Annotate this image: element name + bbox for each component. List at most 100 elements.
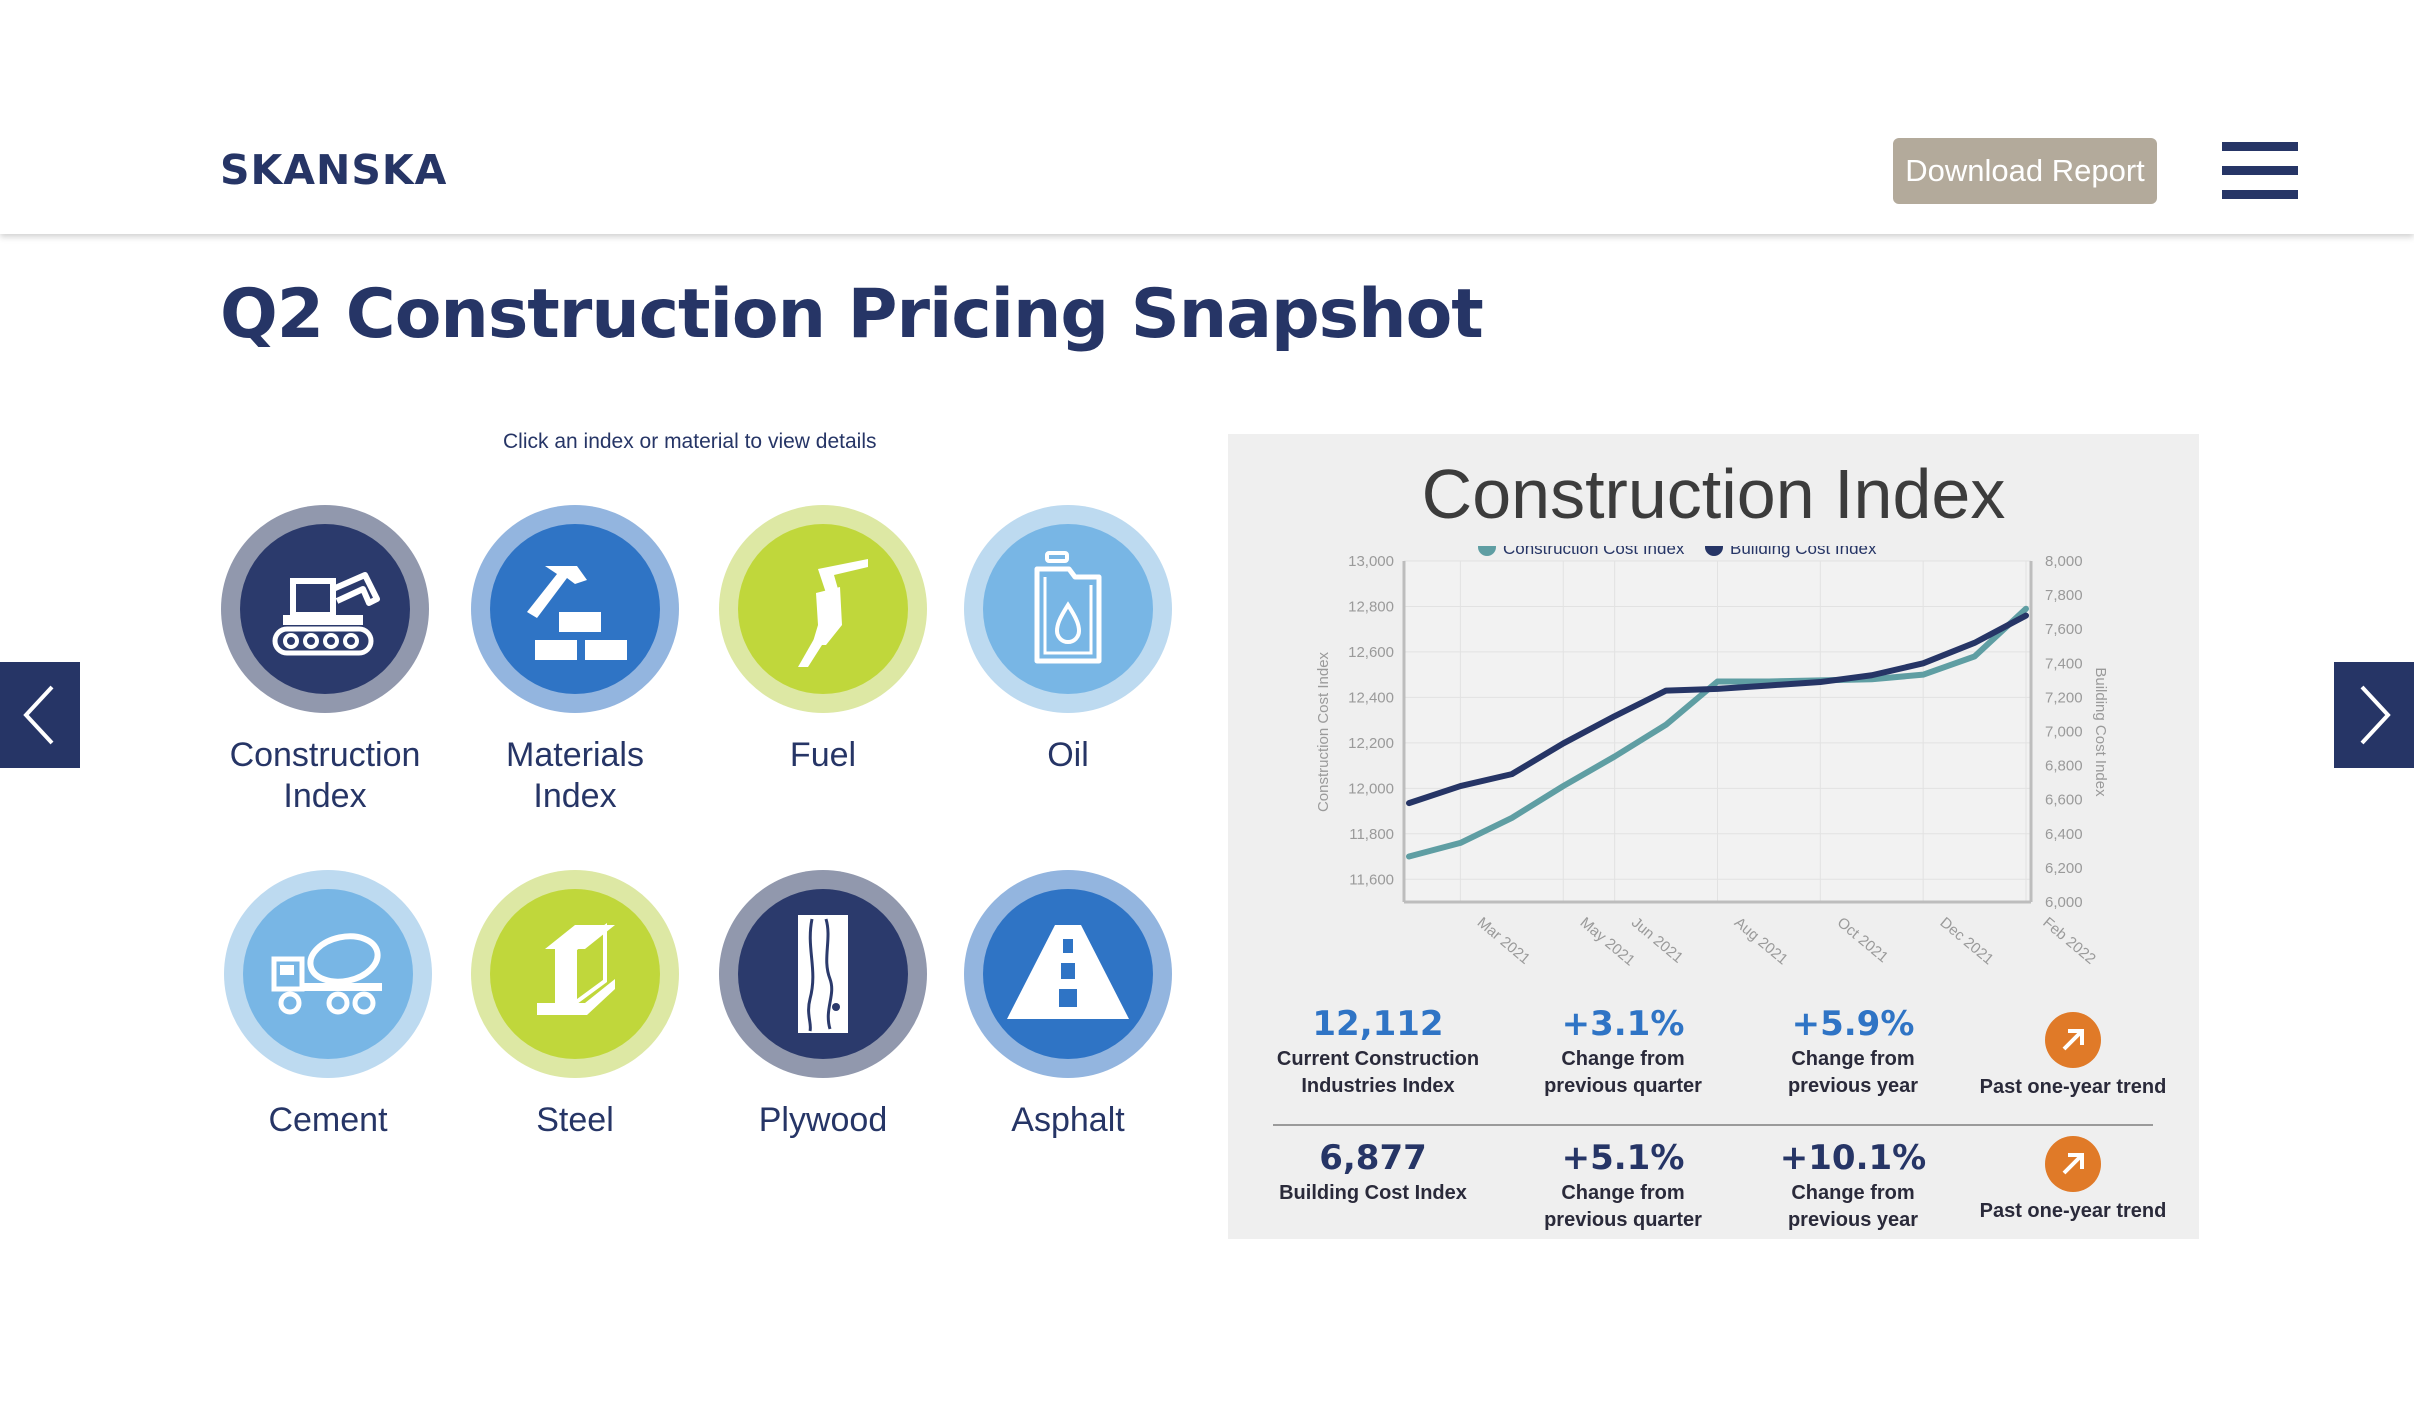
download-report-button[interactable]: Download Report — [1893, 138, 2157, 204]
next-arrow-button[interactable] — [2334, 662, 2414, 768]
stat-quarter-change: +5.1% Change from previous quarter — [1523, 1138, 1723, 1234]
tile-circle — [719, 870, 927, 1078]
tile-plywood[interactable]: Plywood — [703, 870, 943, 1141]
y-tick-label-right: 6,000 — [2045, 894, 2083, 911]
menu-bar — [2222, 166, 2298, 175]
y-tick-label-left: 11,600 — [1349, 871, 1394, 888]
plywood-icon — [738, 889, 908, 1059]
stat-value: +10.1% — [1779, 1138, 1927, 1178]
stat-building-index: 6,877 Building Cost Index — [1273, 1138, 1473, 1207]
y-tick-label-right: 6,600 — [2045, 792, 2083, 809]
y-tick-label-right: 8,000 — [2045, 553, 2083, 570]
tile-label: Steel — [536, 1101, 614, 1139]
top-header: SKANSKA Download Report — [0, 0, 2414, 234]
page-title: Q2 Construction Pricing Snapshot — [220, 275, 1484, 354]
stat-label: Change from — [1561, 1048, 1685, 1070]
legend-label: Building Cost Index — [1730, 546, 1877, 558]
tile-circle — [719, 505, 927, 713]
tile-asphalt[interactable]: Asphalt — [948, 870, 1188, 1141]
y-tick-label-right: 7,400 — [2045, 655, 2083, 672]
tile-label: Fuel — [789, 736, 857, 774]
stat-year-change: +10.1% Change from previous year — [1753, 1138, 1953, 1234]
tile-circle — [964, 870, 1172, 1078]
tile-circle — [224, 870, 432, 1078]
y-tick-label-left: 12,200 — [1348, 735, 1394, 752]
menu-bar — [2222, 142, 2298, 151]
stat-label: Change from — [1561, 1182, 1685, 1204]
y-tick-label-left: 12,000 — [1348, 780, 1394, 797]
x-tick-label: Feb 2022 — [2039, 914, 2098, 968]
stats-row-building: 6,877 Building Cost Index +5.1% Change f… — [1273, 1126, 2166, 1248]
tile-circle — [471, 505, 679, 713]
tile-construction-index[interactable]: Construction Index — [205, 505, 445, 817]
tile-steel[interactable]: Steel — [455, 870, 695, 1141]
tile-cement[interactable]: Cement — [208, 870, 448, 1141]
y-tick-label-right: 6,800 — [2045, 758, 2083, 775]
y-tick-label-left: 11,800 — [1349, 826, 1394, 843]
skanska-logo[interactable]: SKANSKA — [220, 146, 448, 194]
steel-beam-icon — [490, 889, 660, 1059]
excavator-icon — [240, 524, 410, 694]
legend-marker — [1478, 546, 1496, 556]
trend-up-arrow-icon[interactable] — [2045, 1012, 2101, 1068]
legend-marker — [1705, 546, 1723, 556]
stat-current-index: 12,112 Current Construction Industries I… — [1273, 1004, 1483, 1100]
oil-canister-icon — [983, 524, 1153, 694]
y-tick-label-left: 13,000 — [1348, 553, 1394, 570]
chevron-left-icon — [23, 685, 54, 745]
tile-label: Construction Index — [229, 736, 421, 815]
stat-value: 6,877 — [1319, 1138, 1427, 1178]
stat-trend[interactable]: Past one-year trend — [1973, 1012, 2173, 1101]
stat-label: Past one-year trend — [1979, 1076, 2167, 1098]
stat-label: Change from — [1791, 1048, 1915, 1070]
tile-fuel[interactable]: Fuel — [703, 505, 943, 776]
x-tick-label: Dec 2021 — [1937, 914, 1997, 968]
hamburger-menu-icon[interactable] — [2222, 142, 2298, 200]
tile-materials-index[interactable]: Materials Index — [455, 505, 695, 817]
x-tick-label: Jun 2021 — [1628, 914, 1686, 967]
stat-label: Past one-year trend — [1979, 1200, 2167, 1222]
tile-label: Materials Index — [506, 736, 644, 815]
stats-table: 12,112 Current Construction Industries I… — [1273, 1004, 2166, 1248]
legend-label: Construction Cost Index — [1503, 546, 1685, 558]
stat-value: +5.9% — [1791, 1004, 1915, 1044]
stat-value: +5.1% — [1561, 1138, 1685, 1178]
series-line — [1406, 605, 2029, 860]
x-tick-label: Aug 2021 — [1731, 914, 1791, 968]
x-tick-label: Oct 2021 — [1834, 914, 1892, 966]
road-icon — [983, 889, 1153, 1059]
stat-label: previous year — [1787, 1209, 1919, 1231]
stat-label: Current Construction — [1276, 1048, 1480, 1070]
y-tick-label-left: 12,800 — [1348, 598, 1394, 615]
series-line — [1406, 612, 2029, 807]
instruction-text: Click an index or material to view detai… — [503, 430, 877, 453]
x-tick-label: May 2021 — [1577, 914, 1638, 969]
stat-value: 12,112 — [1312, 1004, 1444, 1044]
stat-label: previous year — [1787, 1075, 1919, 1097]
stat-label: Industries Index — [1301, 1075, 1455, 1097]
stats-row-construction: 12,112 Current Construction Industries I… — [1273, 1004, 2166, 1126]
stat-label: Change from — [1791, 1182, 1915, 1204]
stat-quarter-change: +3.1% Change from previous quarter — [1523, 1004, 1723, 1100]
trend-up-arrow-icon[interactable] — [2045, 1136, 2101, 1192]
x-tick-label: Mar 2021 — [1474, 914, 1533, 968]
y-tick-label-left: 12,600 — [1348, 644, 1394, 661]
chevron-right-icon — [2360, 685, 2391, 745]
tile-circle — [964, 505, 1172, 713]
panel-title: Construction Index — [1421, 455, 2006, 533]
stat-year-change: +5.9% Change from previous year — [1753, 1004, 1953, 1100]
y-tick-label-right: 6,200 — [2045, 860, 2083, 877]
y-tick-label-right: 7,200 — [2045, 689, 2083, 706]
tile-oil[interactable]: Oil — [948, 505, 1188, 776]
previous-arrow-button[interactable] — [0, 662, 80, 768]
stat-label: previous quarter — [1544, 1209, 1702, 1231]
stat-trend[interactable]: Past one-year trend — [1973, 1136, 2173, 1225]
y-tick-label-right: 7,000 — [2045, 724, 2083, 741]
hammer-bricks-icon — [490, 524, 660, 694]
construction-index-panel: Construction Index 13,000 12,800 12,600 12,… — [1228, 434, 2199, 1239]
y-tick-label-left: 12,400 — [1348, 689, 1394, 706]
y-tick-label-right: 7,800 — [2045, 587, 2083, 604]
y-axis-title-right: Building Cost Index — [2092, 667, 2109, 797]
tile-label: Cement — [268, 1101, 388, 1139]
y-tick-label-right: 7,600 — [2045, 621, 2083, 638]
